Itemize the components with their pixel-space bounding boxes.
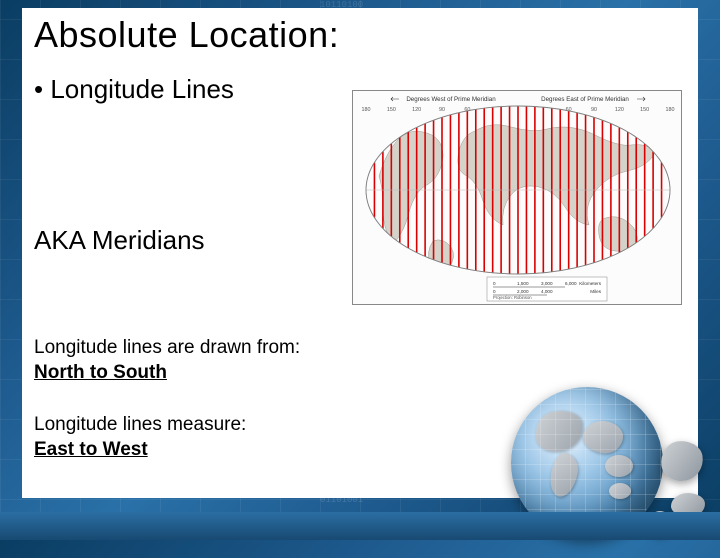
- svg-text:Projection: Robinson: Projection: Robinson: [493, 295, 532, 300]
- svg-text:2,000: 2,000: [517, 289, 529, 294]
- svg-text:6,000: 6,000: [565, 281, 577, 286]
- drawn-from-intro: Longitude lines are drawn from:: [34, 336, 686, 361]
- svg-text:Degrees East of Prime Meridian: Degrees East of Prime Meridian: [541, 96, 629, 103]
- svg-text:Degrees West of Prime Meridian: Degrees West of Prime Meridian: [406, 96, 496, 103]
- svg-text:0: 0: [493, 281, 496, 286]
- drawn-from-block: Longitude lines are drawn from: North to…: [34, 336, 686, 385]
- svg-text:Kilometers: Kilometers: [579, 281, 601, 286]
- slide-title: Absolute Location:: [34, 14, 686, 56]
- svg-text:3,000: 3,000: [541, 281, 553, 286]
- svg-text:120: 120: [412, 107, 421, 113]
- svg-text:180: 180: [362, 107, 371, 113]
- map-svg: Degrees West of Prime Meridian Degrees Ea…: [353, 91, 681, 304]
- bottom-bar: [0, 512, 720, 540]
- svg-text:4,000: 4,000: [541, 289, 553, 294]
- continent-cutout: [658, 438, 705, 483]
- svg-text:150: 150: [640, 107, 649, 113]
- svg-text:90: 90: [439, 107, 445, 113]
- svg-text:1,500: 1,500: [517, 281, 529, 286]
- svg-text:120: 120: [615, 107, 624, 113]
- world-map-longitude-figure: Degrees West of Prime Meridian Degrees Ea…: [352, 90, 682, 305]
- drawn-from-value: North to South: [34, 361, 686, 386]
- svg-text:Miles: Miles: [590, 289, 601, 294]
- svg-text:180: 180: [666, 107, 675, 113]
- svg-text:0: 0: [493, 289, 496, 294]
- svg-text:90: 90: [591, 107, 597, 113]
- svg-text:150: 150: [387, 107, 396, 113]
